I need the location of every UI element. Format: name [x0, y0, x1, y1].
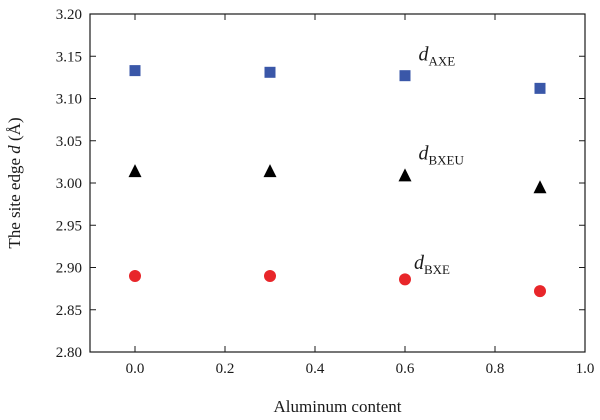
point-circle: [399, 273, 411, 286]
y-tick-label: 2.95: [56, 218, 82, 234]
y-tick-label: 3.05: [56, 134, 82, 150]
x-tick-label: 0.2: [216, 361, 235, 377]
y-tick-label: 3.00: [56, 176, 82, 192]
x-tick-label: 0.0: [126, 361, 145, 377]
series-label-subscript: BXE: [424, 262, 450, 277]
point-circle: [129, 269, 141, 282]
series-dAXE: [129, 65, 546, 94]
point-triangle: [398, 168, 412, 182]
series-dBXEU: [128, 164, 547, 194]
x-tick-label: 0.6: [396, 361, 415, 377]
y-tick-label: 2.90: [56, 261, 82, 277]
x-tick-label: 0.4: [306, 361, 325, 377]
point-circle: [534, 285, 546, 298]
series-label-dAXE: dAXE: [419, 43, 456, 68]
y-axis-title: The site edge d (Å): [5, 117, 24, 248]
series-label-main: d: [419, 43, 430, 65]
x-tick-label: 0.8: [486, 361, 505, 377]
series-label-dBXE: dBXE: [414, 252, 450, 277]
point-triangle: [533, 180, 547, 194]
point-circle: [264, 269, 276, 282]
plot-frame: [89, 13, 586, 353]
series-label-main: d: [414, 252, 425, 274]
y-tick-label: 2.85: [56, 303, 82, 319]
y-tick-label: 3.20: [56, 7, 82, 23]
series-label-subscript: BXEU: [429, 152, 465, 167]
point-square: [264, 66, 276, 78]
series-dBXE: [129, 269, 546, 298]
point-triangle: [128, 164, 142, 178]
y-axis-title-prefix: The site edge: [5, 154, 24, 249]
point-triangle: [263, 164, 277, 178]
x-tick-label: 1.0: [576, 361, 595, 377]
point-square: [399, 70, 411, 82]
y-axis-title-unit: (Å): [5, 117, 24, 145]
point-square: [129, 65, 141, 77]
series-label-dBXEU: dBXEU: [419, 142, 465, 167]
y-tick-label: 3.15: [56, 49, 82, 65]
y-tick-label: 3.10: [56, 92, 82, 108]
point-square: [534, 82, 546, 94]
y-axis-title-symbol: d: [5, 145, 24, 154]
series-label-main: d: [419, 142, 430, 164]
y-tick-label: 2.80: [56, 345, 82, 361]
x-axis-title: Aluminum content: [274, 397, 402, 416]
series-label-subscript: AXE: [429, 53, 456, 68]
plot-area: 2.80 2.85 2.90 2.95 3.00 3.05 3.10 3.15 3.20 0.0 0…: [5, 7, 594, 416]
